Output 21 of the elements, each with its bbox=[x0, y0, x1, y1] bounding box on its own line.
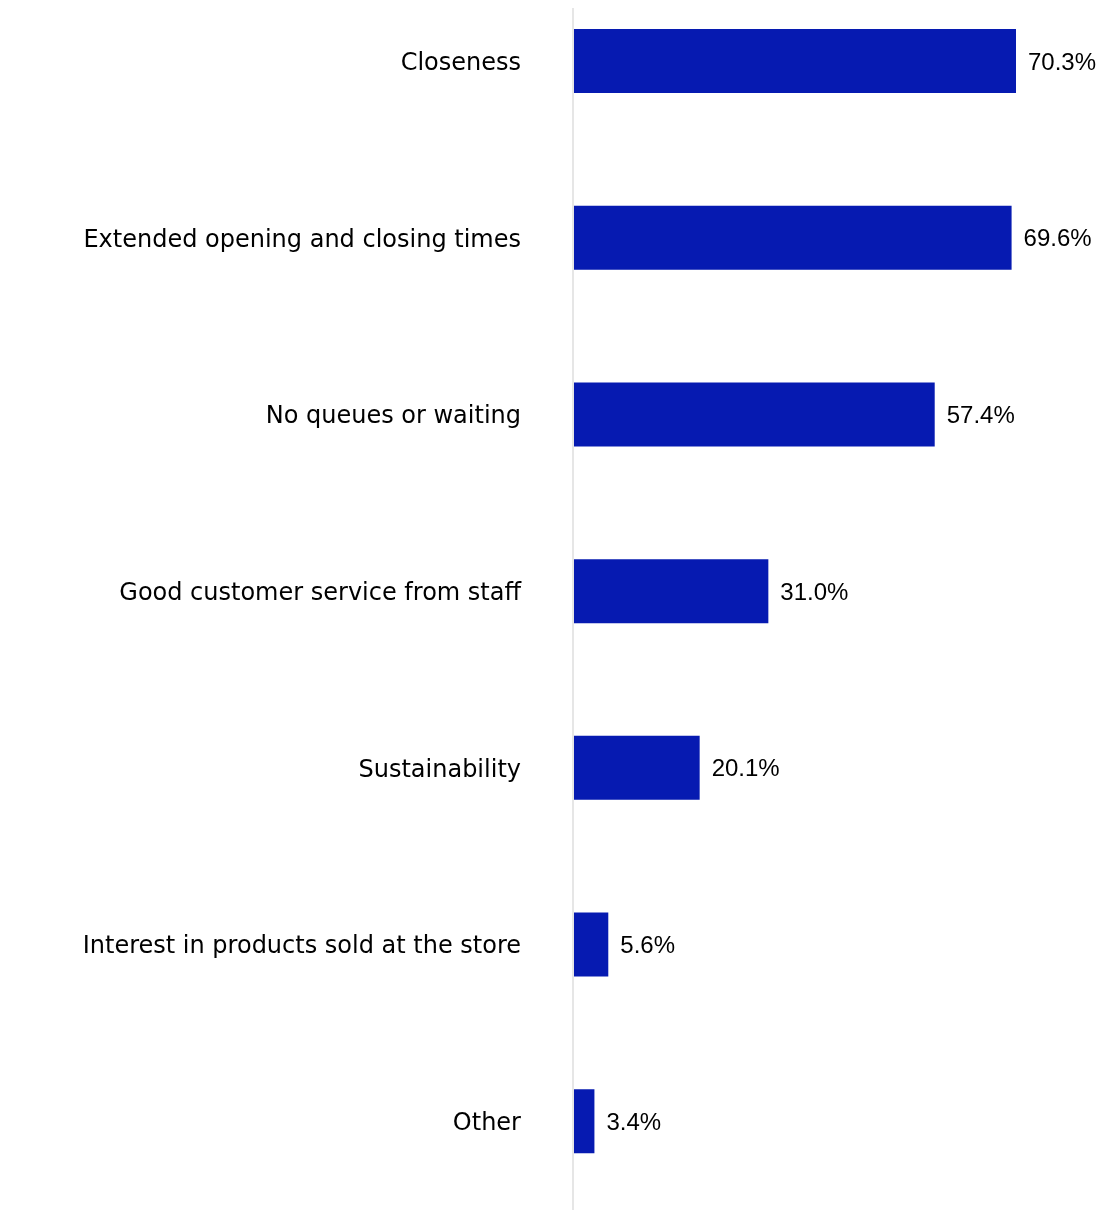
data-label: 5.6% bbox=[620, 931, 675, 959]
data-label: 69.6% bbox=[1023, 224, 1092, 252]
bar bbox=[573, 912, 609, 977]
data-label: 31.0% bbox=[780, 577, 849, 605]
y-tick-label: Closeness bbox=[400, 47, 521, 76]
bar bbox=[573, 29, 1016, 93]
data-label: 70.3% bbox=[1028, 47, 1097, 75]
data-label: 3.4% bbox=[606, 1107, 662, 1135]
bar bbox=[573, 735, 700, 800]
y-tick-label: Interest in products sold at the store bbox=[82, 931, 521, 960]
y-tick-label: No queues or waiting bbox=[265, 401, 521, 430]
bar bbox=[573, 205, 1012, 270]
y-tick-label: Other bbox=[452, 1108, 522, 1137]
data-label: 57.4% bbox=[946, 400, 1015, 428]
bar bbox=[573, 382, 935, 447]
y-tick-label: Extended opening and closing times bbox=[83, 224, 521, 253]
bar bbox=[573, 1089, 595, 1154]
bar bbox=[573, 559, 769, 624]
data-label: 20.1% bbox=[711, 754, 780, 782]
y-tick-label: Sustainability bbox=[358, 754, 521, 783]
y-tick-label: Good customer service from staff bbox=[119, 578, 522, 607]
